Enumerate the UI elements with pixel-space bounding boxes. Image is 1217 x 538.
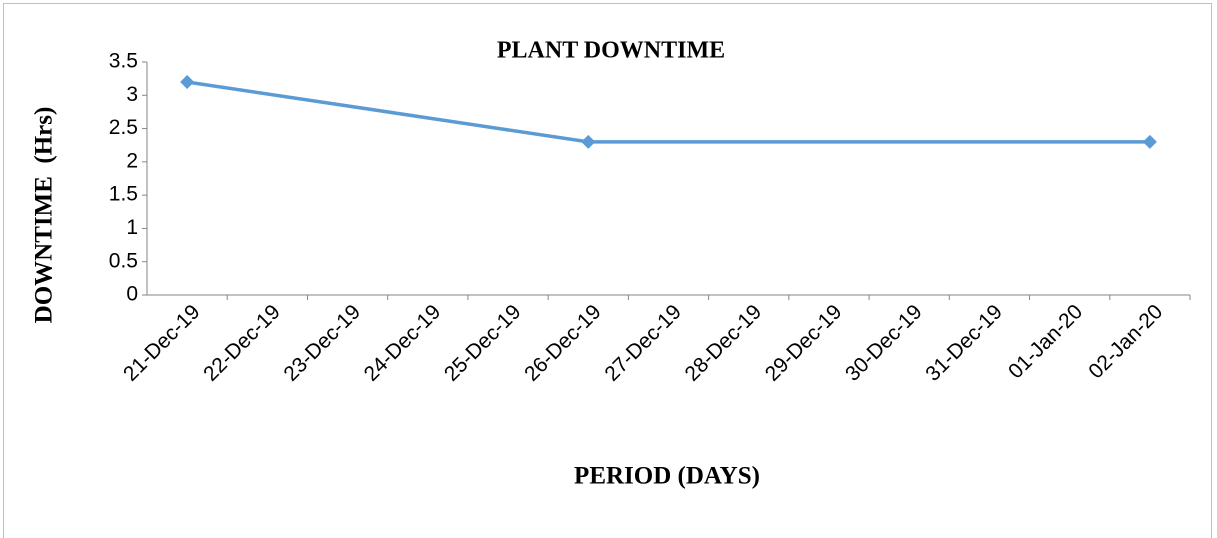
y-tick-label: 3 — [126, 83, 138, 106]
marker — [1142, 134, 1157, 149]
y-tick-label: 1.5 — [109, 183, 138, 206]
y-tick-label: 0.5 — [109, 249, 138, 272]
y-tick-label: 1 — [126, 216, 138, 239]
marker — [180, 74, 195, 89]
x-axis-title: PERIOD (DAYS) — [574, 463, 760, 490]
y-axis-title: DOWNTIME (Hrs) — [31, 107, 58, 324]
chart-border — [3, 3, 1212, 538]
marker — [581, 134, 596, 149]
chart-title: PLANT DOWNTIME — [497, 38, 725, 64]
y-tick-label: 2 — [126, 149, 138, 172]
y-tick-label: 0 — [126, 283, 138, 306]
y-tick-label: 2.5 — [109, 116, 138, 139]
y-tick-label: 3.5 — [109, 50, 138, 73]
